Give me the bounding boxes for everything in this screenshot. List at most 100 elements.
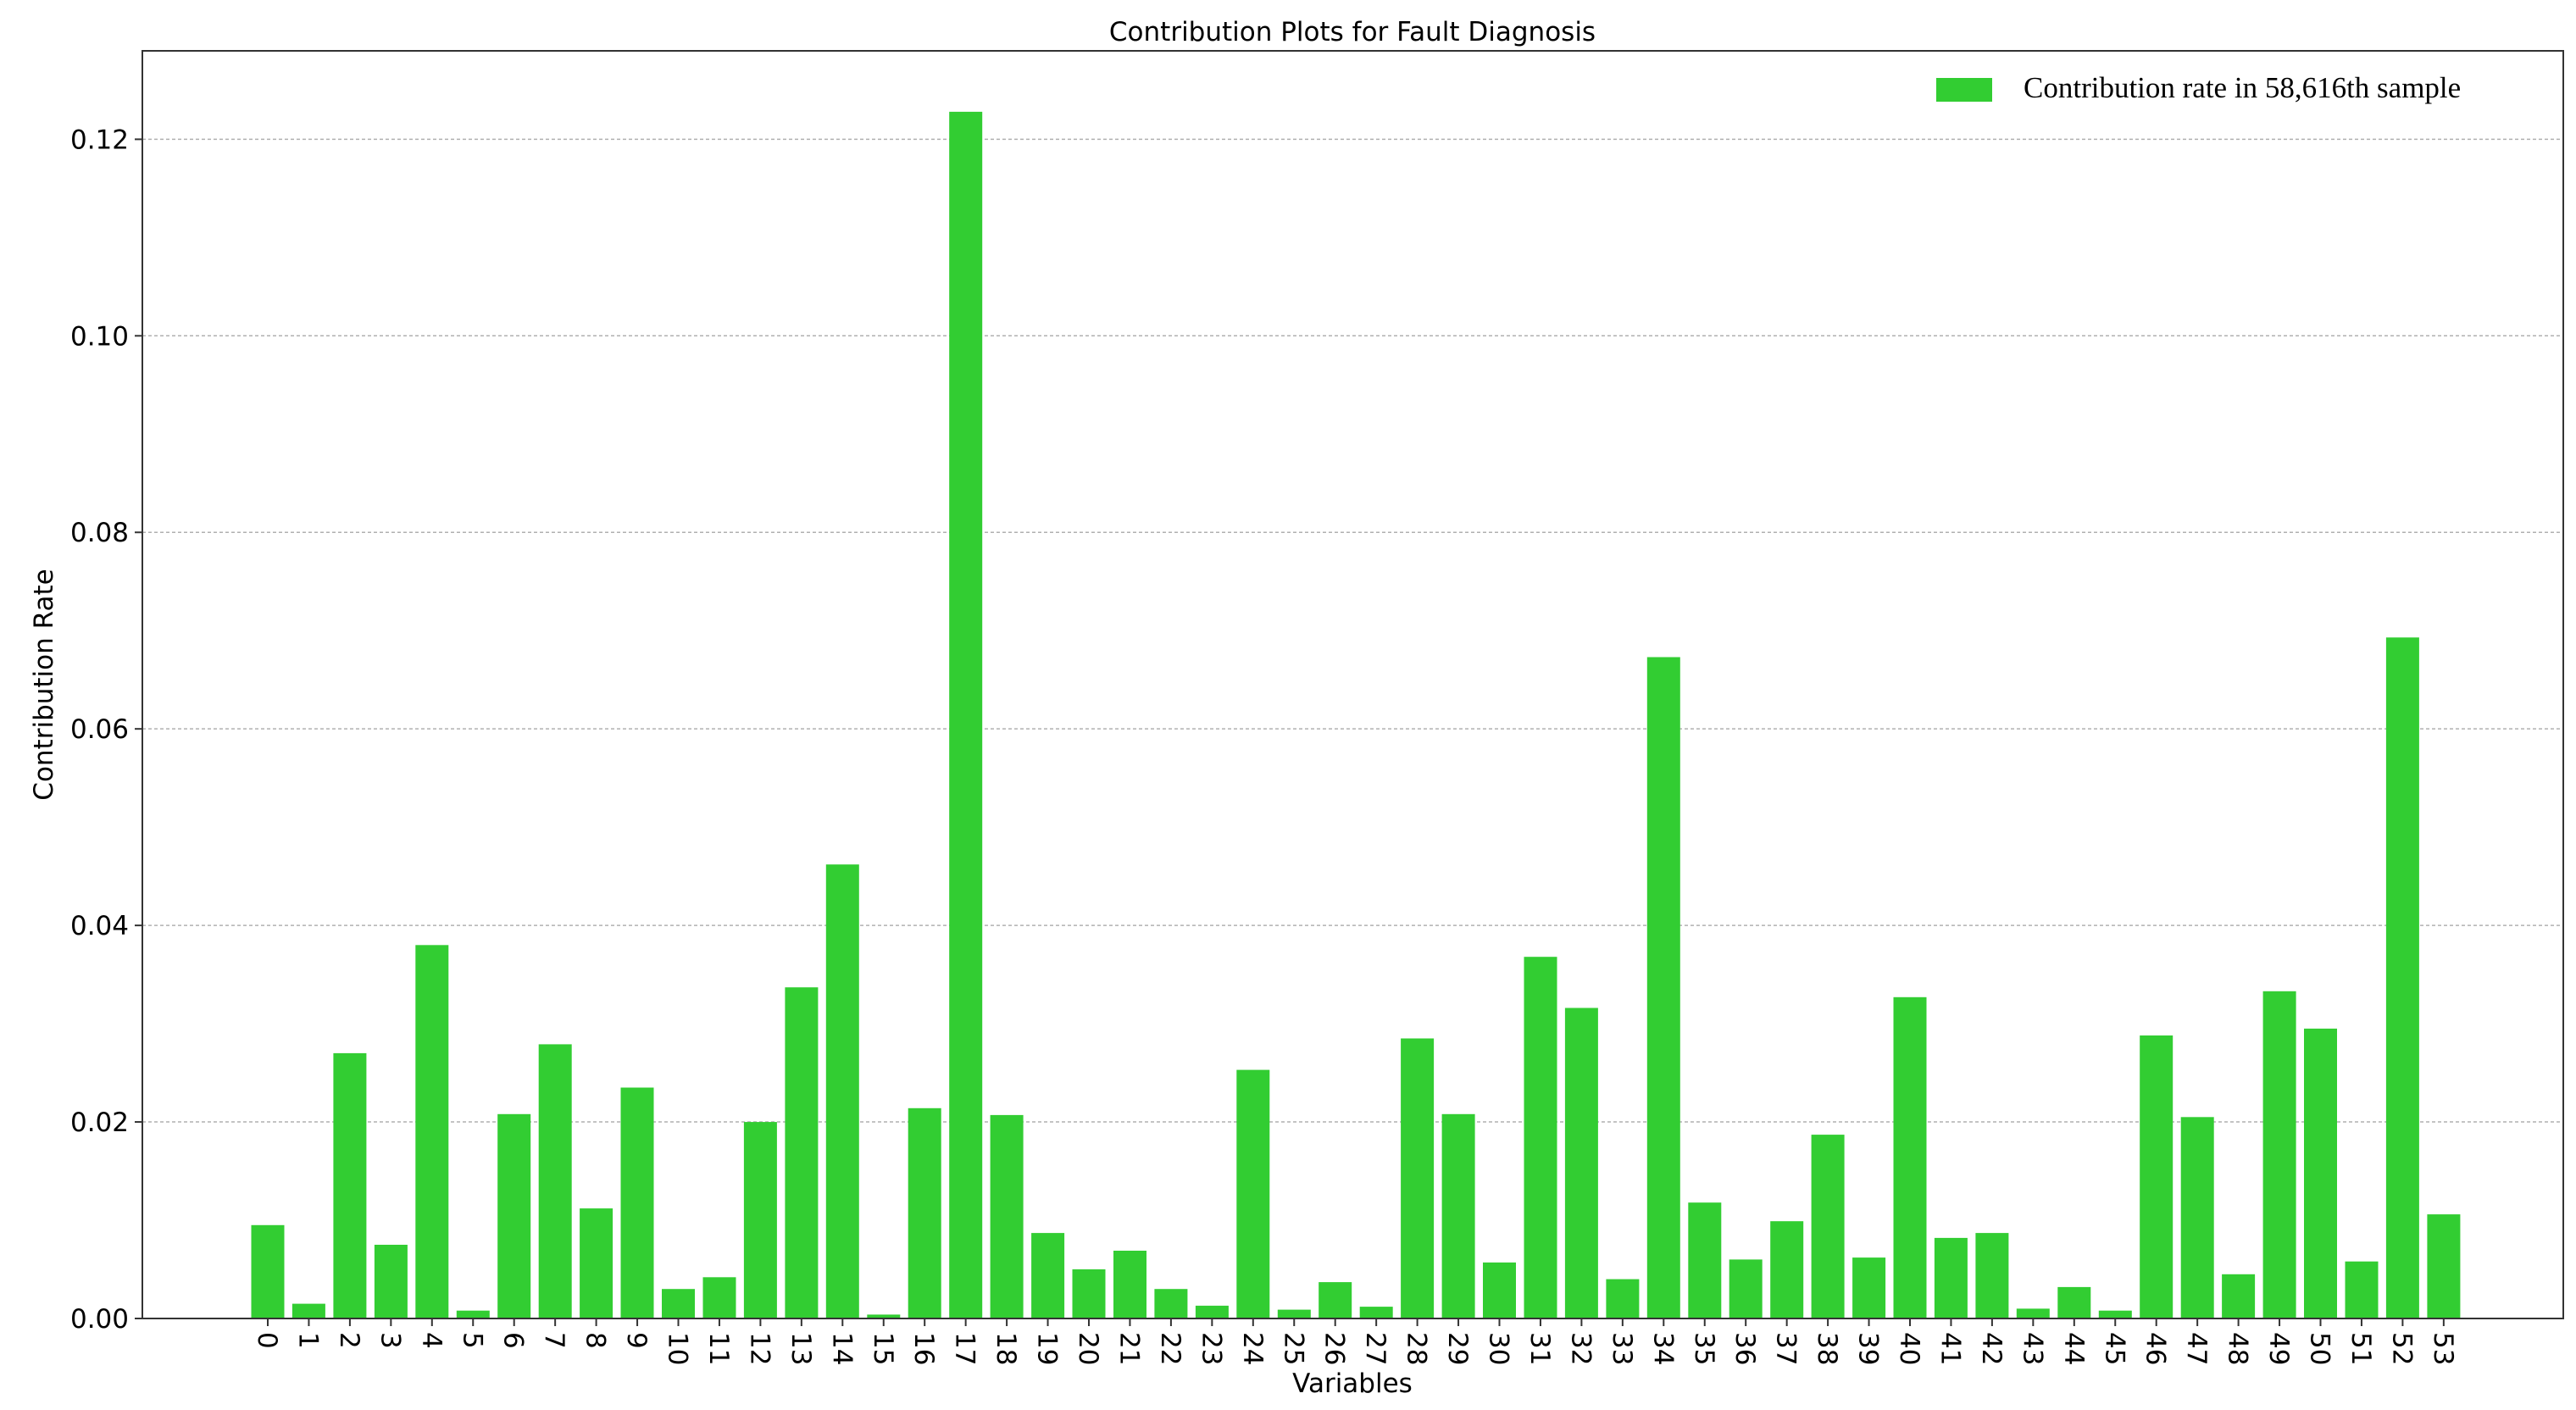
x-tick-label: 16 [908, 1332, 939, 1365]
bar-50 [2304, 1028, 2337, 1318]
bar-13 [785, 987, 819, 1318]
x-tick-label: 39 [1853, 1332, 1884, 1365]
x-tick-label: 52 [2386, 1332, 2417, 1365]
bar-28 [1401, 1038, 1435, 1318]
x-tick-label: 12 [744, 1332, 774, 1365]
y-ticks: 0.00 0.02 0.04 0.06 0.08 0.10 0.12 [70, 125, 142, 1335]
x-tick-label: 1 [292, 1332, 323, 1349]
bar-1 [291, 1303, 325, 1318]
legend-swatch [1936, 78, 1992, 102]
x-tick-label: 6 [498, 1332, 529, 1349]
x-tick-label: 11 [703, 1332, 734, 1365]
bar-22 [1154, 1289, 1188, 1318]
x-tick-label: 17 [950, 1332, 980, 1365]
x-tick-label: 49 [2263, 1332, 2294, 1365]
x-tick-label: 19 [1032, 1332, 1063, 1365]
chart-title: Contribution Plots for Fault Diagnosis [1109, 17, 1596, 47]
bar-32 [1564, 1008, 1598, 1318]
bar-24 [1236, 1069, 1270, 1318]
bar-40 [1893, 996, 1927, 1318]
x-tick-label: 42 [1976, 1332, 2007, 1365]
bar-14 [825, 864, 859, 1318]
x-tick-label: 20 [1073, 1332, 1103, 1365]
x-tick-label: 45 [2099, 1332, 2129, 1365]
bar-6 [497, 1113, 531, 1318]
bar-43 [2016, 1308, 2050, 1318]
y-tick-label: 0.08 [70, 518, 129, 548]
bar-11 [702, 1277, 736, 1318]
x-tick-label: 3 [375, 1332, 405, 1349]
plot-frame [142, 50, 2564, 1319]
grid-lines [142, 138, 2563, 1123]
bar-12 [743, 1122, 777, 1318]
bar-3 [374, 1245, 408, 1318]
x-tick-label: 23 [1196, 1332, 1226, 1365]
y-tick-label: 0.02 [70, 1107, 129, 1138]
x-tick-label: 46 [2140, 1332, 2171, 1365]
x-tick-label: 7 [539, 1332, 569, 1349]
x-tick-label: 5 [457, 1332, 487, 1349]
bar-15 [867, 1314, 901, 1318]
y-tick-label: 0.00 [70, 1304, 129, 1335]
x-tick-label: 43 [2017, 1332, 2047, 1365]
x-tick-label: 40 [1894, 1332, 1924, 1365]
x-tick-label: 29 [1442, 1332, 1473, 1365]
bar-41 [1934, 1237, 1968, 1318]
bar-19 [1031, 1233, 1065, 1318]
x-tick-label: 28 [1402, 1332, 1432, 1365]
x-tick-label: 25 [1278, 1332, 1308, 1365]
x-axis-label: Variables [1292, 1368, 1413, 1399]
x-tick-label: 53 [2428, 1332, 2458, 1365]
x-tick-label: 38 [1812, 1332, 1842, 1365]
x-tick-label: 24 [1237, 1332, 1268, 1365]
bar-37 [1770, 1221, 1804, 1318]
bar-4 [415, 945, 449, 1318]
bar-36 [1729, 1259, 1763, 1318]
x-tick-label: 4 [416, 1332, 447, 1349]
x-tick-label: 35 [1689, 1332, 1719, 1365]
bar-29 [1441, 1113, 1475, 1318]
y-tick-label: 0.12 [70, 125, 129, 155]
bar-46 [2140, 1035, 2174, 1318]
bar-31 [1524, 957, 1557, 1318]
x-tick-label: 51 [2346, 1332, 2376, 1365]
x-tick-label: 10 [663, 1332, 693, 1365]
x-tick-label: 31 [1524, 1332, 1555, 1365]
x-tick-label: 47 [2181, 1332, 2212, 1365]
x-tick-label: 37 [1771, 1332, 1802, 1365]
legend-label: Contribution rate in 58,616th sample [2024, 71, 2461, 104]
bar-17 [949, 111, 983, 1318]
bar-47 [2180, 1117, 2214, 1318]
x-tick-label: 48 [2223, 1332, 2253, 1365]
x-tick-label: 34 [1647, 1332, 1678, 1365]
bar-30 [1483, 1262, 1516, 1318]
x-tick-label: 13 [786, 1332, 816, 1365]
bar-53 [2427, 1214, 2461, 1318]
bar-33 [1606, 1279, 1640, 1318]
x-tick-label: 36 [1729, 1332, 1760, 1365]
bar-48 [2222, 1274, 2256, 1318]
bar-44 [2057, 1286, 2091, 1318]
x-tick-label: 41 [1935, 1332, 1965, 1365]
x-tick-label: 50 [2305, 1332, 2335, 1365]
x-tick-label: 27 [1360, 1332, 1391, 1365]
x-tick-label: 33 [1607, 1332, 1637, 1365]
legend: Contribution rate in 58,616th sample [1936, 71, 2461, 104]
bar-10 [662, 1289, 695, 1318]
bar-51 [2345, 1261, 2379, 1318]
x-tick-label: 0 [252, 1332, 282, 1349]
bar-23 [1195, 1305, 1229, 1318]
bar-27 [1359, 1307, 1393, 1318]
x-tick-label: 22 [1155, 1332, 1185, 1365]
bar-26 [1319, 1282, 1352, 1318]
bar-21 [1113, 1251, 1146, 1318]
x-tick-label: 14 [826, 1332, 857, 1365]
x-tick-label: 18 [991, 1332, 1021, 1365]
x-tick-label: 32 [1565, 1332, 1596, 1365]
y-axis-label: Contribution Rate [29, 569, 59, 800]
y-tick-label: 0.06 [70, 714, 129, 745]
bar-25 [1277, 1309, 1311, 1318]
x-ticks: 0 1 2 3 4 5 6 7 8 9 10 11 12 13 14 15 16 17 18 19 20 21 22 23 24… [252, 1318, 2458, 1365]
bar-34 [1646, 657, 1680, 1318]
